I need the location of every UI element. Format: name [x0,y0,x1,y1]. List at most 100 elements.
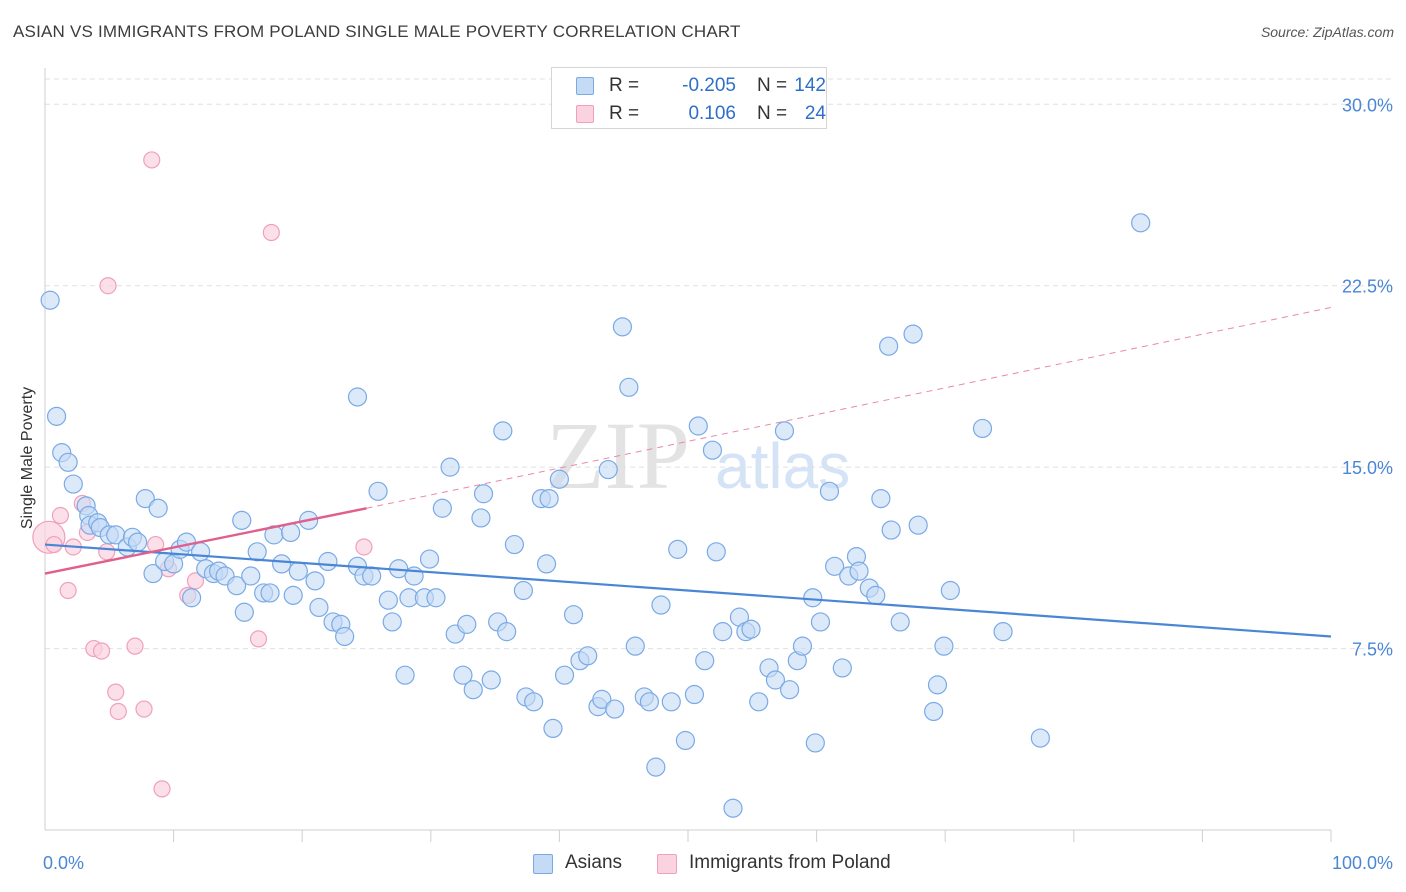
asian-point [463,680,483,700]
asian-point [879,336,899,356]
asian-point [40,290,60,310]
asian-point [563,605,584,625]
r-label: R = [609,103,640,124]
asians-legend-label: Asians [565,852,623,873]
poland-point [135,700,153,718]
asian-point [318,551,338,572]
asian-point [881,520,901,540]
asian-point [362,566,382,586]
asian-point [305,571,325,591]
y-tick-label: 7.5% [1352,640,1393,660]
n-label: N = [757,103,788,124]
asian-point [639,692,660,712]
asian-point [825,556,845,576]
asian-point [972,418,993,439]
asian-point [706,542,726,562]
asian-point [395,665,415,685]
asian-point [283,585,303,605]
asian-point [536,554,557,574]
poland-point [59,581,77,600]
asian-point [493,421,513,441]
asian-point [335,626,355,647]
poland-point [98,543,116,561]
poland-n-value: 24 [804,103,826,124]
asian-point [903,324,923,344]
asian-point [432,498,452,518]
chart-title: ASIAN VS IMMIGRANTS FROM POLAND SINGLE M… [13,22,741,41]
asian-point [497,622,517,642]
asian-point [749,692,769,712]
asian-point [713,622,733,642]
asian-point [605,699,625,719]
x-tick-label-min: 0.0% [43,853,84,873]
poland-legend-label: Immigrants from Poland [689,852,891,873]
asian-point [908,515,928,535]
asian-point [668,539,688,559]
asian-point [539,488,559,509]
asian-point [924,701,944,722]
n-label: N = [757,75,788,96]
asian-point [940,580,960,601]
asian-point [993,622,1013,642]
asian-point [309,597,329,618]
asian-point [378,590,398,610]
poland-point [99,277,117,295]
asian-point [272,554,292,574]
asian-point [871,488,891,509]
poland-point [92,642,111,660]
asian-point [247,542,267,562]
asian-point [524,692,544,712]
poland-trend-line [44,507,367,575]
poland-r-value: 0.106 [688,103,736,124]
asian-point [227,576,247,596]
asian-point [819,481,840,501]
asian-point [927,675,948,695]
asian-point [612,317,633,337]
asian-point [182,588,202,608]
poland-point [143,151,161,169]
x-tick-label-max: 100.0% [1332,853,1393,873]
asian-point [481,670,501,690]
asian-point [419,549,440,569]
asian-point [46,406,67,426]
asian-point [288,561,308,581]
asian-point [675,730,696,751]
asian-point [651,595,671,615]
asian-point [260,583,280,603]
asian-point [347,387,368,407]
asian-point [232,510,252,530]
asian-point [803,588,823,608]
poland-point [109,702,127,721]
poland-point [355,538,373,556]
asian-point [695,651,715,671]
asian-point [890,612,910,632]
asian-point [646,757,666,777]
asian-point [457,614,477,634]
stats-legend: R = -0.205 N = 142 R = 0.106 N = 24 [551,67,827,129]
asian-point [684,684,705,705]
asian-point [774,421,795,441]
asian-point [148,498,168,518]
asian-point [702,440,723,460]
asian-point [554,665,575,685]
asian-point [473,484,494,504]
asian-point [578,646,598,666]
asian-point [866,585,886,605]
poland-point [249,630,268,648]
asians-trend-line [44,543,1332,638]
poland-point [126,637,144,655]
asians-n-value: 142 [794,75,826,96]
asian-point [723,798,743,818]
asian-point [549,469,570,489]
asian-point [426,588,446,608]
source-credit: Source: ZipAtlas.com [1260,24,1394,40]
asian-point [58,452,78,472]
asian-point [135,488,155,509]
asian-point [234,602,254,622]
asian-point [934,636,954,656]
asian-point [849,561,869,581]
asians-swatch [576,77,594,95]
poland-point [153,780,171,798]
poland-point [107,683,125,701]
